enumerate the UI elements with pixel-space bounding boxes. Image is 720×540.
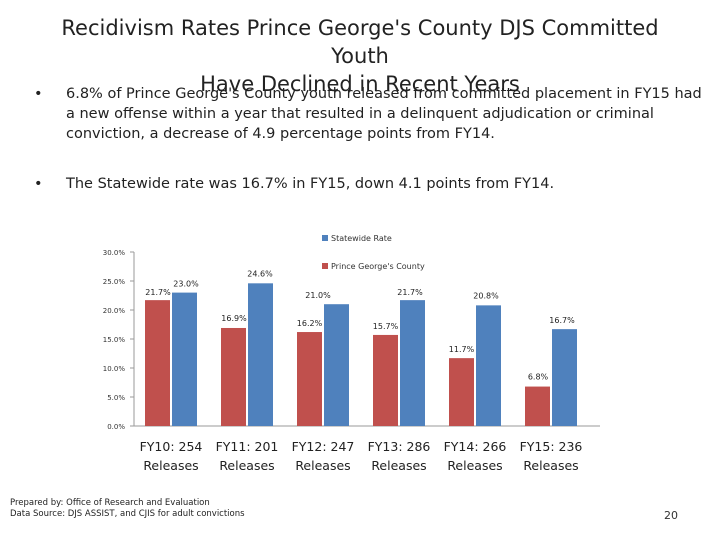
- x-category-sublabel: Releases: [295, 458, 350, 473]
- legend-swatch: [322, 235, 328, 241]
- bar-prince-georges: [449, 358, 474, 426]
- bullet-item: • The Statewide rate was 16.7% in FY15, …: [30, 174, 702, 194]
- y-tick-label: 0.0%: [107, 423, 125, 431]
- x-category-sublabel: Releases: [371, 458, 426, 473]
- bullet-text: The Statewide rate was 16.7% in FY15, do…: [66, 176, 555, 192]
- footer-data-source: Data Source: DJS ASSIST, and CJIS for ad…: [10, 509, 245, 519]
- legend-swatch: [322, 263, 328, 269]
- bar-prince-georges: [525, 386, 550, 426]
- data-label-statewide: 20.8%: [473, 291, 499, 300]
- bar-statewide: [248, 283, 273, 426]
- page-number: 20: [664, 509, 678, 522]
- bullet-dot: •: [34, 176, 43, 192]
- bullet-item: • 6.8% of Prince George's County youth r…: [30, 84, 702, 144]
- bullet-text: 6.8% of Prince George's County youth rel…: [66, 86, 702, 142]
- data-label-statewide: 23.0%: [173, 280, 199, 289]
- bar-prince-georges: [145, 300, 170, 426]
- bar-statewide: [172, 292, 197, 426]
- footer-prepared-by: Prepared by: Office of Research and Eval…: [10, 498, 210, 508]
- x-category-label: FY15: 236: [520, 439, 583, 454]
- bar-prince-georges: [297, 332, 322, 426]
- data-label-statewide: 21.0%: [305, 291, 331, 300]
- data-label-prince-georges: 16.9%: [221, 314, 247, 323]
- data-label-prince-georges: 6.8%: [528, 373, 549, 382]
- x-category-label: FY14: 266: [444, 439, 507, 454]
- y-tick-label: 30.0%: [103, 249, 126, 257]
- footer-source: Prepared by: Office of Research and Eval…: [10, 498, 245, 520]
- x-category-sublabel: Releases: [523, 458, 578, 473]
- bar-statewide: [476, 305, 501, 426]
- bar-prince-georges: [221, 327, 246, 426]
- legend-label: Prince George's County: [331, 262, 425, 271]
- data-label-prince-georges: 16.2%: [297, 319, 323, 328]
- legend-label: Statewide Rate: [331, 234, 392, 243]
- bar-statewide: [400, 300, 425, 426]
- bullet-list: • 6.8% of Prince George's County youth r…: [30, 84, 702, 194]
- y-tick-label: 25.0%: [103, 278, 126, 286]
- slide-title: Recidivism Rates Prince George's County …: [30, 14, 690, 98]
- data-label-statewide: 21.7%: [397, 288, 423, 297]
- y-tick-label: 20.0%: [103, 307, 126, 315]
- x-category-label: FY13: 286: [368, 439, 431, 454]
- y-tick-label: 5.0%: [107, 394, 125, 402]
- bar-statewide: [324, 304, 349, 426]
- title-line-1: Recidivism Rates Prince George's County …: [61, 16, 659, 68]
- data-label-statewide: 16.7%: [549, 316, 575, 325]
- data-label-prince-georges: 11.7%: [449, 345, 475, 354]
- x-category-sublabel: Releases: [219, 458, 274, 473]
- x-category-sublabel: Releases: [447, 458, 502, 473]
- x-category-label: FY10: 254: [140, 439, 203, 454]
- x-category-label: FY12: 247: [292, 439, 355, 454]
- recidivism-bar-chart: 0.0%5.0%10.0%15.0%20.0%25.0%30.0%21.7%23…: [103, 234, 600, 473]
- title-line-2: Have Declined in Recent Years: [200, 72, 520, 96]
- data-label-prince-georges: 21.7%: [145, 288, 171, 297]
- bar-statewide: [552, 329, 577, 426]
- bullet-dot: •: [34, 86, 43, 102]
- x-category-label: FY11: 201: [216, 439, 279, 454]
- y-tick-label: 10.0%: [103, 365, 126, 373]
- bar-prince-georges: [373, 334, 398, 426]
- data-label-statewide: 24.6%: [247, 269, 273, 278]
- data-label-prince-georges: 15.7%: [373, 322, 399, 331]
- x-category-sublabel: Releases: [143, 458, 198, 473]
- y-tick-label: 15.0%: [103, 336, 126, 344]
